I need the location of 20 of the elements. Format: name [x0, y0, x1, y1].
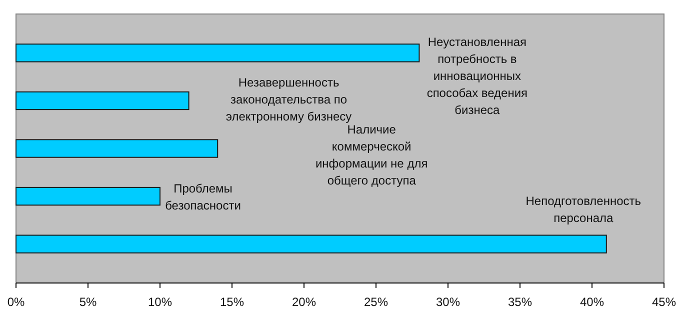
- annotation: Наличие коммерческой информации не для общего доступа: [315, 122, 428, 188]
- annotation: Неподготовленность персонала: [526, 194, 642, 226]
- x-tick-label: 40%: [580, 295, 604, 310]
- x-tick-label: 20%: [292, 295, 316, 310]
- bar: [16, 91, 190, 110]
- annotation: Неустановленная потребность в инновационных способах ведения бизнеса: [426, 35, 528, 118]
- x-tick-label: 30%: [436, 295, 460, 310]
- bar: [16, 44, 420, 62]
- x-tick-label: 0%: [7, 295, 25, 310]
- annotation: Проблемы безопасности: [165, 181, 241, 212]
- bar: [16, 139, 218, 158]
- x-tick-label: 10%: [148, 295, 172, 310]
- x-tick-label: 15%: [220, 295, 244, 310]
- x-tick-label: 25%: [364, 295, 388, 310]
- x-tick-label: 5%: [79, 295, 97, 310]
- x-tick-label: 45%: [652, 295, 676, 310]
- bar: [16, 186, 160, 206]
- x-tick-label: 35%: [508, 295, 532, 310]
- bar: [16, 234, 607, 254]
- annotation: Незавершенность законодательства по электронному бизнесу: [226, 76, 352, 124]
